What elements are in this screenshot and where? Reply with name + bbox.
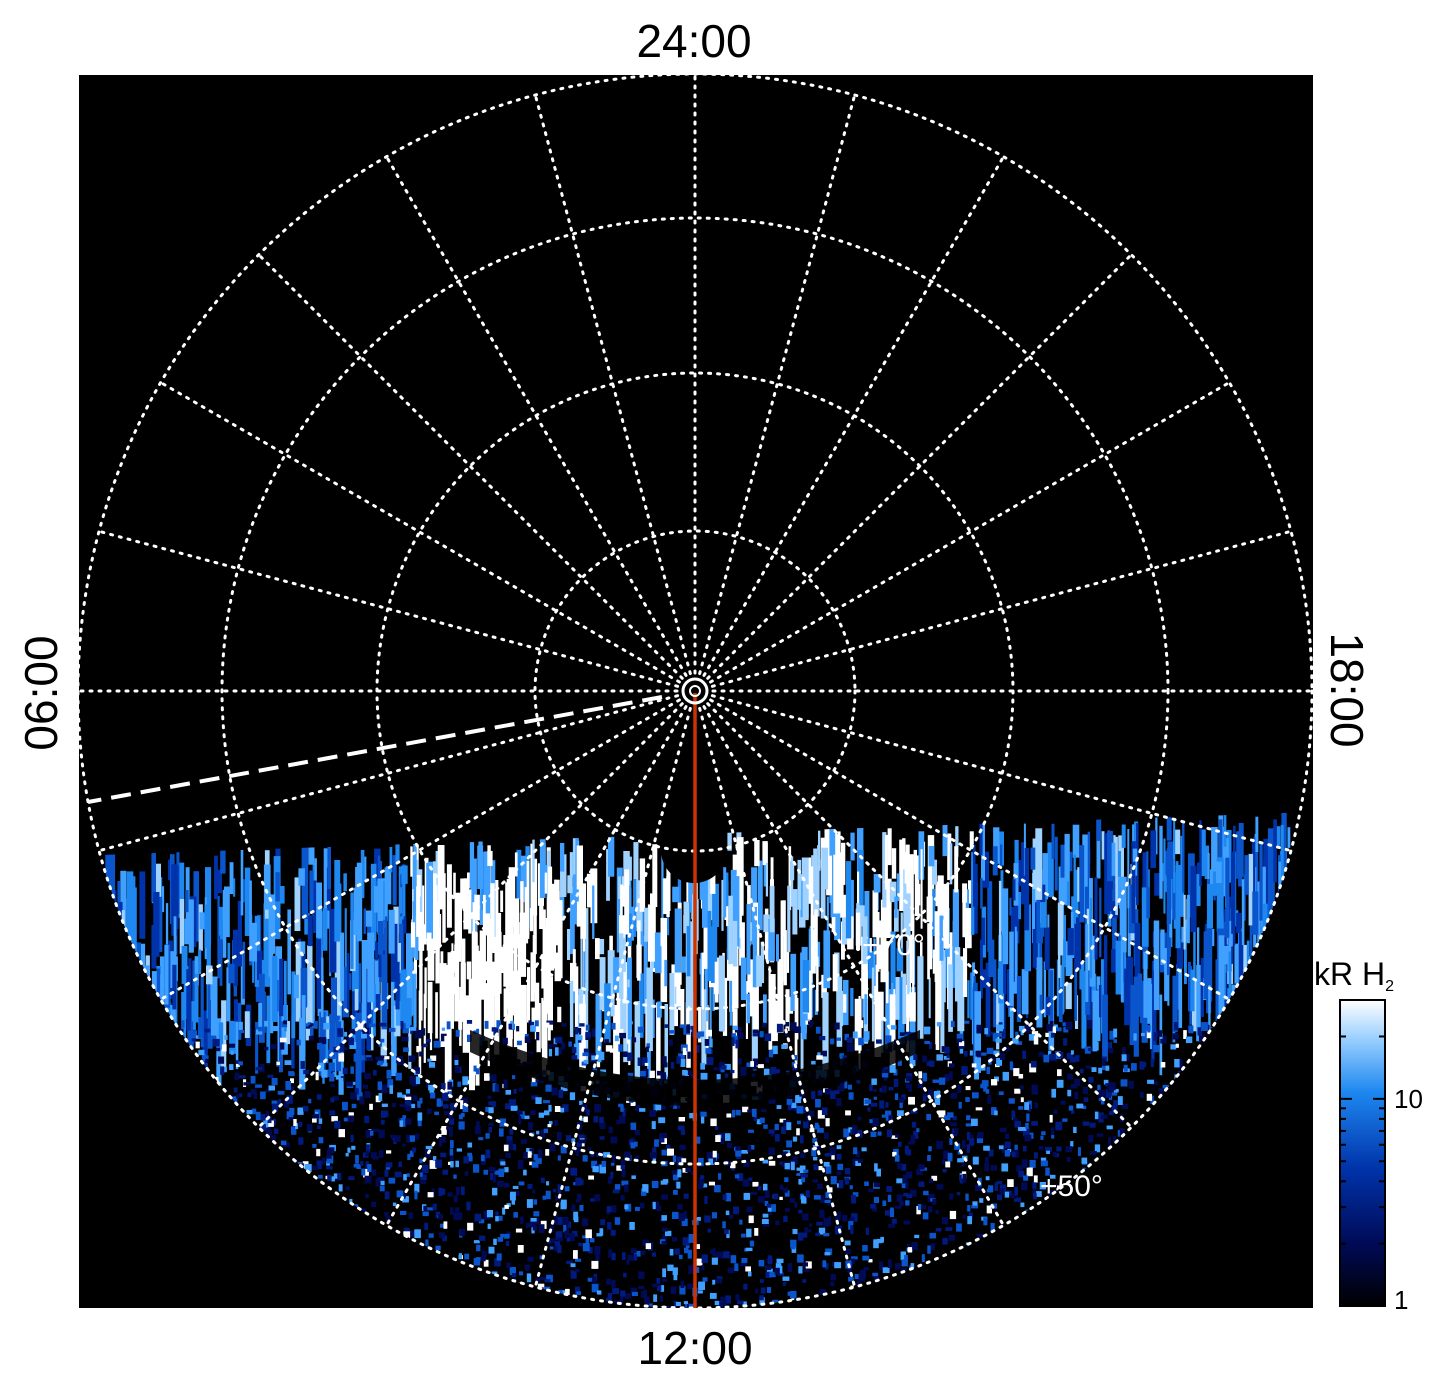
lat-label-50: +50°	[1040, 1170, 1103, 1203]
longitude-spoke	[257, 253, 684, 680]
longitude-spoke	[706, 253, 1133, 680]
longitude-spoke	[385, 155, 688, 677]
longitude-spoke	[706, 702, 1133, 1129]
colorbar-tick-10: 10	[1394, 1084, 1423, 1114]
colorbar-tick-1: 1	[1394, 1285, 1408, 1315]
longitude-spoke	[710, 694, 1293, 853]
longitude-spoke	[97, 694, 680, 853]
longitude-spoke	[159, 698, 681, 1001]
latitude-circle	[76, 72, 1314, 1310]
coordinate-grid	[76, 72, 1314, 1310]
longitude-spoke	[159, 381, 681, 684]
pole-marker-outer	[681, 677, 709, 705]
longitude-spoke	[710, 529, 1293, 688]
pole-marker-inner	[689, 685, 701, 697]
longitude-spoke	[698, 706, 857, 1289]
longitude-spoke	[709, 381, 1231, 684]
lat-label-70: +70°	[862, 929, 925, 962]
emission-gap	[470, 1030, 920, 1106]
lt-label-top: 24:00	[636, 15, 751, 67]
lt-label-bottom: 12:00	[637, 1322, 752, 1374]
lt-label-right: 18:00	[1321, 632, 1373, 747]
dashed-reference-line	[87, 695, 663, 804]
longitude-spoke	[97, 529, 680, 688]
latitude-circle	[220, 216, 1170, 1166]
longitude-spoke	[533, 706, 692, 1289]
lt-label-left: 06:00	[15, 635, 67, 750]
longitude-spoke	[385, 705, 688, 1227]
longitude-spoke	[702, 155, 1005, 677]
longitude-spoke	[709, 698, 1231, 1001]
colorbar-ticks	[1340, 999, 1385, 1307]
colorbar-title: kR H2	[1314, 956, 1394, 995]
longitude-spoke	[257, 702, 684, 1129]
colorbar: kR H2 10 1	[1314, 956, 1423, 1315]
longitude-spoke	[533, 93, 692, 676]
longitude-spoke	[702, 705, 1005, 1227]
colorbar-gradient	[1339, 999, 1386, 1307]
longitude-spoke	[698, 93, 857, 676]
